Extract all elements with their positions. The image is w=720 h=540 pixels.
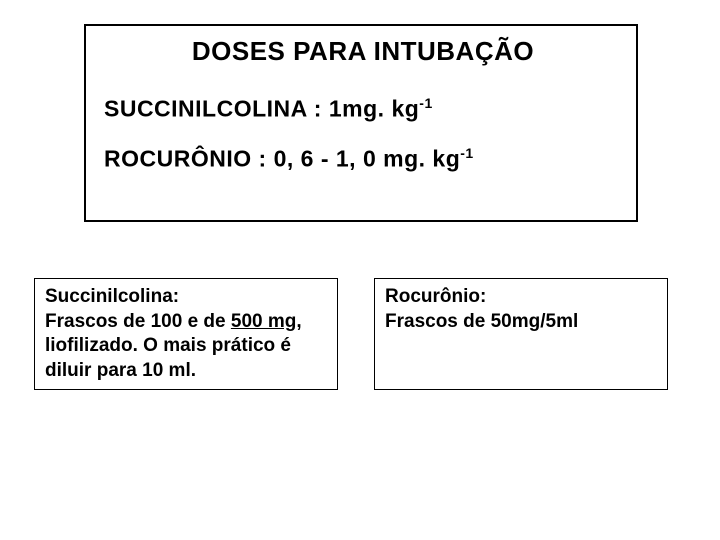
doses-main-box: DOSES PARA INTUBAÇÃO SUCCINILCOLINA : 1m…	[84, 24, 638, 222]
dose-line-succinilcolina: SUCCINILCOLINA : 1mg. kg-1	[104, 95, 622, 123]
info-text: ,	[296, 311, 301, 332]
dose-line-rocuronio: ROCURÔNIO : 0, 6 - 1, 0 mg. kg-1	[104, 145, 622, 173]
dose-value: 1mg. kg	[329, 96, 419, 122]
info-box-succinilcolina: Succinilcolina: Frascos de 100 e de 500 …	[34, 278, 338, 390]
info-text: Frascos de 50mg/5ml	[385, 311, 578, 332]
info-text: diluir para 10 ml.	[45, 360, 196, 381]
separator: :	[307, 96, 329, 122]
info-box-rocuronio: Rocurônio: Frascos de 50mg/5ml	[374, 278, 668, 390]
dose-value: 0, 6 - 1, 0 mg. kg	[274, 145, 461, 171]
drug-name: ROCURÔNIO	[104, 145, 252, 171]
drug-name: SUCCINILCOLINA	[104, 96, 307, 122]
info-heading: Rocurônio:	[385, 286, 486, 307]
dose-exponent: -1	[460, 145, 473, 161]
doses-title: DOSES PARA INTUBAÇÃO	[104, 36, 622, 67]
info-emphasis: 500 mg	[231, 311, 296, 332]
info-heading: Succinilcolina:	[45, 286, 179, 307]
info-text: Frascos de 100 e de	[45, 311, 231, 332]
dose-exponent: -1	[419, 95, 432, 111]
info-text: liofilizado. O mais prático é	[45, 335, 291, 356]
separator: :	[252, 145, 274, 171]
